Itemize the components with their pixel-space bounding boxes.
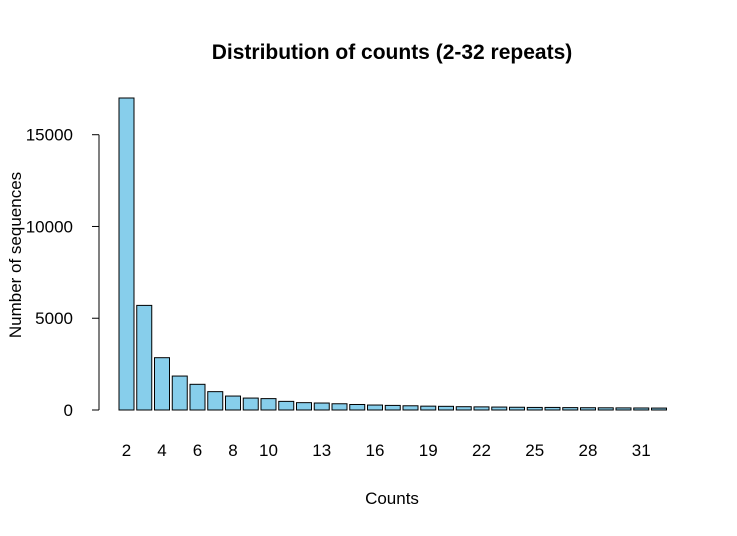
bar-5: [171, 375, 188, 411]
bar-20: [438, 405, 454, 411]
x-tick-label: 25: [525, 441, 544, 460]
bar-3: [136, 304, 153, 411]
bar-4: [154, 357, 170, 411]
bar-13: [313, 402, 330, 411]
x-tick-labels: 2 4 6 8 10 13 16 19 22 25 28 31: [122, 441, 651, 460]
x-tick-label: 19: [419, 441, 438, 460]
bar-8: [225, 395, 241, 411]
bar-21: [455, 406, 472, 411]
x-tick-label: 31: [632, 441, 651, 460]
bar-27: [562, 407, 579, 411]
bar-2: [118, 97, 135, 411]
bar-14: [331, 403, 348, 411]
bar-16: [367, 404, 383, 411]
x-tick-label: 2: [122, 441, 131, 460]
bar-31: [633, 407, 650, 411]
y-tick-label: 15000: [26, 126, 73, 145]
y-axis-label: Number of sequences: [6, 172, 25, 338]
bar-22: [473, 406, 490, 411]
bar-19: [420, 405, 437, 411]
bar-29: [597, 407, 614, 411]
y-tick-label: 5000: [35, 309, 73, 328]
bar-30: [615, 407, 632, 411]
x-tick-label: 4: [157, 441, 166, 460]
x-tick-label: 13: [312, 441, 331, 460]
bar-10: [260, 398, 277, 411]
bar-23: [491, 406, 508, 411]
bar-24: [509, 406, 525, 411]
bar-25: [526, 406, 543, 411]
bar-7: [207, 391, 224, 411]
x-tick-label: 28: [579, 441, 598, 460]
y-tick-label: 10000: [26, 217, 73, 236]
y-tick-label: 0: [64, 401, 73, 420]
x-tick-label: 6: [193, 441, 202, 460]
bar-17: [384, 404, 401, 411]
x-tick-label: 8: [228, 441, 237, 460]
x-tick-label: 16: [366, 441, 385, 460]
x-axis-label: Counts: [365, 489, 419, 508]
bar-12: [296, 402, 312, 411]
bar-15: [349, 403, 366, 411]
bar-9: [242, 397, 259, 411]
x-tick-label: 22: [472, 441, 491, 460]
y-axis: 0 5000 10000 15000: [26, 126, 100, 420]
bars-group: [118, 97, 667, 411]
bar-11: [278, 400, 295, 411]
bar-26: [544, 406, 561, 411]
bar-18: [402, 405, 419, 411]
bar-6: [189, 383, 206, 411]
x-tick-label: 10: [259, 441, 278, 460]
chart-title: Distribution of counts (2-32 repeats): [212, 41, 573, 64]
bar-32: [651, 407, 667, 411]
bar-28: [580, 407, 596, 411]
